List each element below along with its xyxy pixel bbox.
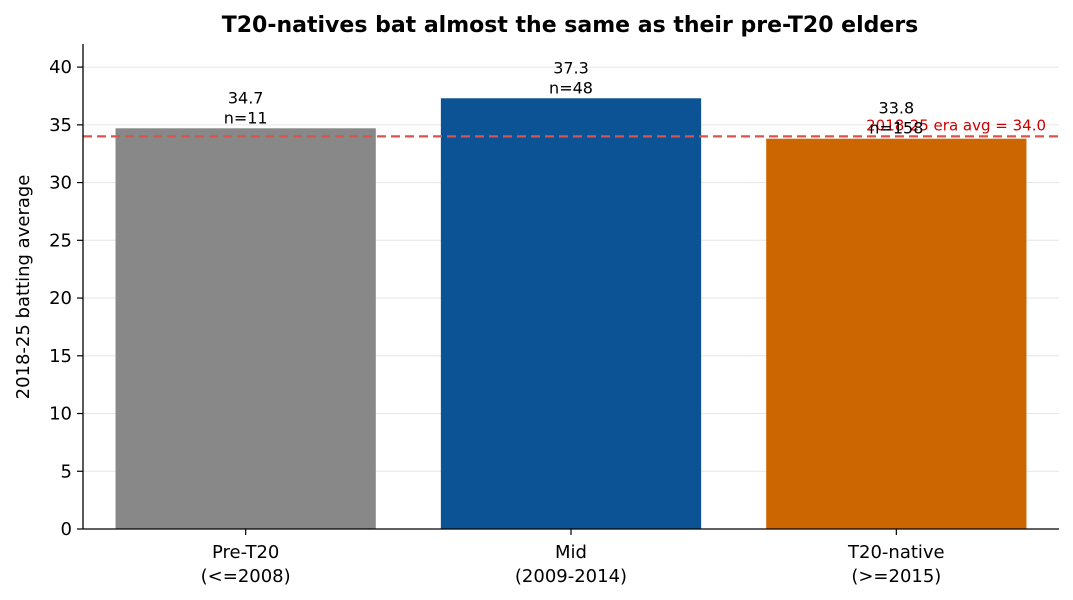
x-tick-label: T20-native bbox=[847, 542, 945, 563]
x-tick-label: (2009-2014) bbox=[515, 566, 627, 587]
bar bbox=[440, 98, 702, 530]
y-axis-label: 2018-25 batting average bbox=[13, 175, 34, 400]
x-tick-label: (<=2008) bbox=[201, 566, 291, 587]
x-tick-label: Pre-T20 bbox=[212, 542, 279, 563]
x-tick-label: (>=2015) bbox=[851, 566, 941, 587]
bar bbox=[115, 128, 376, 530]
value-label: 37.3 bbox=[553, 58, 589, 77]
x-tick-label: Mid bbox=[555, 542, 587, 563]
y-tick-label: 5 bbox=[61, 461, 72, 482]
y-tick-label: 35 bbox=[49, 115, 72, 136]
value-label: 34.7 bbox=[228, 88, 264, 107]
y-tick-label: 15 bbox=[49, 346, 72, 367]
y-tick-label: 10 bbox=[49, 404, 72, 425]
count-label: n=158 bbox=[869, 119, 923, 138]
axes: 0 5 10 15 20 25 30 35 40 Pre-T20 (<=2008) Mid (2009-… bbox=[49, 44, 1059, 587]
y-tick-label: 20 bbox=[49, 288, 72, 309]
bars bbox=[115, 98, 1027, 530]
value-label: 33.8 bbox=[879, 99, 915, 118]
count-label: n=11 bbox=[224, 108, 268, 127]
count-label: n=48 bbox=[549, 78, 593, 97]
reference-line-label: 2018-25 era avg = 34.0 bbox=[866, 116, 1046, 134]
y-tick-label: 0 bbox=[61, 519, 72, 540]
reference-line-group: 2018-25 era avg = 34.0 bbox=[83, 116, 1059, 138]
y-tick-label: 40 bbox=[49, 57, 72, 78]
y-tick-label: 30 bbox=[49, 173, 72, 194]
bar bbox=[766, 138, 1027, 529]
chart-title: T20-natives bat almost the same as their… bbox=[222, 13, 919, 38]
data-labels: 34.7n=11 37.3n=48 33.8n=158 bbox=[224, 58, 924, 137]
y-tick-label: 25 bbox=[49, 230, 72, 251]
